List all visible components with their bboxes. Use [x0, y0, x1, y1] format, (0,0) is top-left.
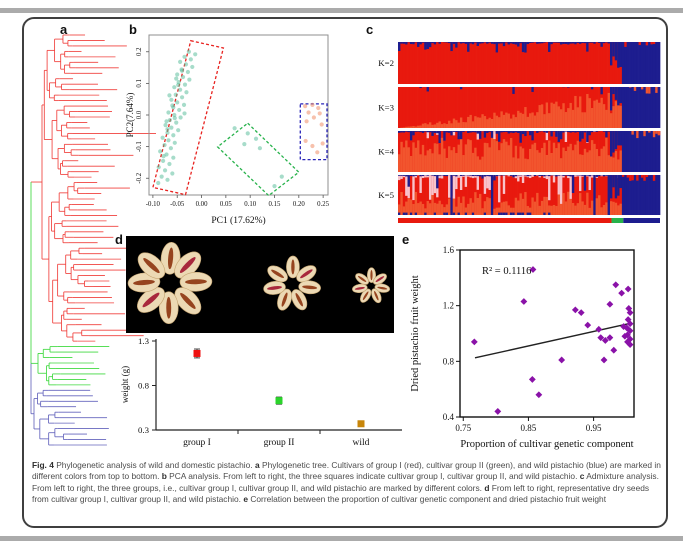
admixture-k-label: K=2 — [378, 58, 394, 68]
corr-y-axis-label: Dried pistachio fruit weight — [410, 275, 421, 391]
corr-x-tick: 0.85 — [521, 423, 537, 433]
pca-x-tick: -0.10 — [146, 201, 161, 208]
correlation-plot-panel: 0.75 0.85 0.95 0.4 0.8 1.2 1.6 R² = 0.1116 Dried… — [410, 245, 635, 450]
weight-point-wild — [357, 420, 365, 428]
panel-label-e: e — [402, 232, 410, 247]
pca-x-tick: 0.05 — [220, 201, 232, 208]
weight-category-label: group II — [264, 438, 295, 448]
weight-y-tick: 0.3 — [138, 425, 150, 435]
pca-points-wild-pistachio-cloud — [303, 102, 325, 155]
pca-points-cultivar-group-I-cloud — [156, 49, 198, 186]
pca-y-tick: -0.2 — [136, 172, 143, 183]
corr-y-tick: 1.2 — [443, 301, 454, 311]
corr-plot-frame — [459, 249, 635, 418]
admixture-k-label: K=3 — [378, 103, 394, 113]
figure-4: a b c d e -0.10 -0.05 0.00 0.05 0.10 0.15 0.20… — [22, 17, 668, 528]
pca-box-cultivar-group-I — [152, 39, 225, 196]
corr-y-tick: 0.4 — [443, 412, 455, 422]
weight-point-group-II — [275, 397, 283, 405]
pca-x-tick: 0.15 — [269, 201, 281, 208]
pca-y-tick: 0.1 — [136, 79, 143, 88]
admixture-row-K=3 — [398, 87, 661, 128]
pca-y-tick: 0.2 — [136, 47, 143, 56]
caption-text-run: Admixture analysis. From left to right, … — [32, 471, 659, 493]
caption-text-run: Correlation between the proportion of cu… — [248, 494, 607, 505]
pca-y-tick: -0.1 — [136, 141, 143, 152]
figure-caption: Fig. 4 Phylogenetic analysis of wild and… — [32, 460, 664, 506]
panel-label-d: d — [115, 232, 123, 247]
weight-y-axis-label: weight (g) — [120, 366, 130, 403]
admixture-row-K=2 — [398, 42, 661, 84]
pca-x-tick: 0.25 — [317, 201, 329, 208]
corr-x-tick: 0.75 — [455, 423, 471, 433]
caption-bold-run: Fig. 4 — [32, 460, 54, 470]
pca-x-tick: 0.00 — [196, 201, 208, 208]
panel-label-a: a — [60, 22, 68, 37]
pca-y-tick: 0.0 — [136, 110, 143, 119]
panel-label-b: b — [129, 22, 137, 37]
admixture-panel: K=2 K=3 K=4 K=5 — [378, 42, 661, 223]
tree-branches — [30, 34, 156, 446]
caption-bold-run: d — [484, 482, 490, 493]
pca-points-cultivar-group-II-cloud — [232, 126, 284, 189]
admixture-k-label: K=5 — [378, 190, 394, 200]
panel-label-c: c — [366, 22, 374, 37]
corr-x-axis-label: Proportion of cultivar genetic component — [460, 439, 633, 450]
admixture-row-K=4 — [398, 131, 661, 172]
corr-r-squared-annotation: R² = 0.1116 — [482, 266, 531, 277]
page-edge-bottom — [0, 536, 683, 541]
weight-y-tick: 0.8 — [138, 381, 150, 391]
pca-box-cultivar-group-II — [216, 122, 300, 197]
admixture-k-label: K=4 — [378, 147, 394, 157]
corr-y-tick: 1.6 — [443, 245, 455, 255]
admixture-row-K=5 — [398, 175, 661, 215]
weight-category-label: wild — [353, 438, 370, 448]
caption-text-run: From left to right, representative dry s… — [32, 482, 650, 505]
pca-y-axis-label: PC2(7.64%) — [126, 93, 135, 138]
caption-text-run: Phylogenetic analysis of wild and domest… — [53, 460, 255, 470]
caption-bold-run: b — [161, 471, 167, 482]
caption-bold-run: e — [243, 494, 249, 505]
caption-bold-run: c — [579, 471, 585, 482]
pca-box-wild-pistachio — [299, 103, 328, 161]
caption-text-run: Phylogenetic tree. Cultivars of group I … — [32, 460, 661, 482]
seed-weight-chart: 0.3 0.8 1.3 weight (g) group I group II wild — [120, 336, 402, 448]
seed-photo-panel — [126, 236, 394, 333]
weight-point-group-I — [193, 349, 201, 357]
pca-x-axis-label: PC1 (17.62%) — [211, 215, 265, 226]
corr-x-tick: 0.95 — [586, 423, 602, 433]
caption-bold-run: a — [254, 460, 260, 470]
cultivar-group-II-seeds — [263, 255, 321, 311]
cultivar-group-I-seeds — [127, 242, 213, 325]
phylogenetic-tree-panel — [30, 34, 156, 446]
pca-x-tick: 0.20 — [293, 201, 305, 208]
pca-x-tick: -0.05 — [170, 201, 185, 208]
caption-text-run: PCA analysis. From left to right, the th… — [166, 471, 580, 482]
corr-trend-line — [474, 322, 632, 359]
wild-seeds — [352, 267, 390, 304]
weight-category-label: group I — [183, 438, 211, 448]
admixture-group-bar — [398, 218, 660, 223]
corr-y-tick: 0.8 — [443, 356, 455, 366]
weight-y-tick: 1.3 — [138, 336, 150, 346]
pca-x-tick: 0.10 — [244, 201, 256, 208]
pca-plot-panel: -0.10 -0.05 0.00 0.05 0.10 0.15 0.20 0.25 -0.2 -0… — [126, 34, 330, 226]
page-edge-top — [0, 8, 683, 13]
